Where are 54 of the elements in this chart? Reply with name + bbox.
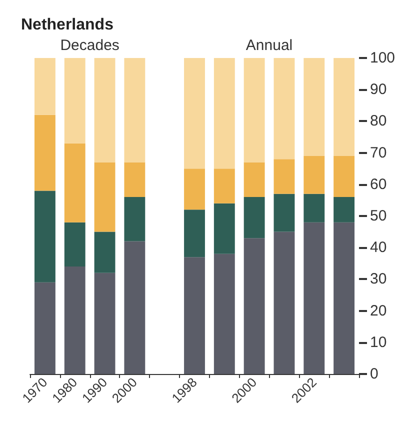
- bar: [244, 58, 265, 162]
- y-tick-label: 20: [370, 302, 387, 320]
- bar: [184, 168, 205, 210]
- y-tick-label: 0: [370, 366, 378, 382]
- bar: [304, 156, 325, 194]
- bar: [64, 58, 86, 144]
- y-tick-label: 80: [370, 112, 387, 130]
- bar: [124, 162, 146, 198]
- bar: [304, 58, 325, 156]
- bar: [94, 58, 116, 162]
- bar: [334, 222, 355, 374]
- bar: [334, 58, 355, 156]
- y-tick-label: 10: [370, 334, 387, 351]
- bar: [34, 190, 56, 282]
- bar: [184, 58, 205, 169]
- bar: [274, 194, 295, 232]
- bar: [304, 194, 325, 222]
- bar: [94, 232, 116, 273]
- bar: [64, 143, 86, 222]
- bar: [274, 58, 295, 160]
- y-tick-label: 30: [370, 270, 387, 288]
- bar: [244, 238, 265, 374]
- bar: [244, 197, 265, 238]
- bar: [64, 266, 86, 374]
- bar: [124, 197, 146, 242]
- bar: [34, 58, 56, 115]
- bar: [34, 282, 56, 374]
- y-tick-label: 100: [370, 50, 396, 66]
- bar: [334, 156, 355, 198]
- y-tick-label: 40: [370, 239, 387, 256]
- bar: [214, 254, 235, 374]
- bar: [124, 241, 146, 374]
- bar: [274, 232, 295, 374]
- bar: [184, 210, 205, 258]
- y-tick-label: 70: [370, 144, 387, 162]
- bar: [94, 162, 116, 232]
- y-tick-label: 60: [370, 176, 387, 193]
- bar: [274, 159, 295, 194]
- bar: [334, 197, 355, 222]
- bar: [214, 203, 235, 254]
- bar: [64, 222, 86, 267]
- bar: [214, 168, 235, 204]
- bar: [184, 257, 205, 374]
- chart-title: Netherlands: [21, 16, 114, 34]
- bar: [34, 114, 56, 191]
- y-tick-label: 90: [370, 81, 387, 98]
- bar: [94, 272, 116, 374]
- text: Annual: [246, 37, 293, 54]
- text: Decades: [60, 37, 120, 54]
- bar: [124, 58, 146, 162]
- y-tick-label: 50: [370, 208, 387, 224]
- bar: [304, 222, 325, 374]
- bar: [244, 162, 265, 198]
- bar: [214, 58, 235, 169]
